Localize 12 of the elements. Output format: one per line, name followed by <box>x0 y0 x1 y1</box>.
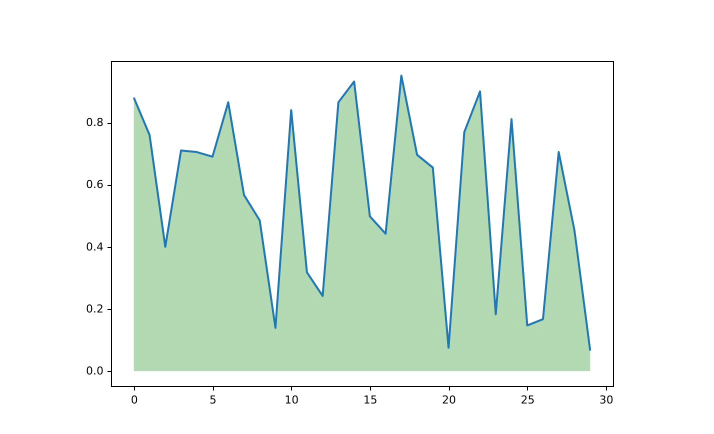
y-tick-label: 0.8 <box>86 116 104 130</box>
x-tick-label: 25 <box>520 394 535 406</box>
x-tick-label: 10 <box>284 394 299 406</box>
x-tick-label: 30 <box>599 394 614 406</box>
y-tick-label: 0.6 <box>86 178 104 192</box>
x-tick-label: 15 <box>363 394 378 406</box>
x-tick-label: 0 <box>130 394 138 406</box>
x-tick-label: 20 <box>442 394 456 406</box>
y-tick-label: 0.4 <box>86 240 104 254</box>
y-tick-label: 0.2 <box>86 302 104 316</box>
x-tick-label: 5 <box>210 394 216 406</box>
y-tick-label: 0.0 <box>86 364 104 378</box>
